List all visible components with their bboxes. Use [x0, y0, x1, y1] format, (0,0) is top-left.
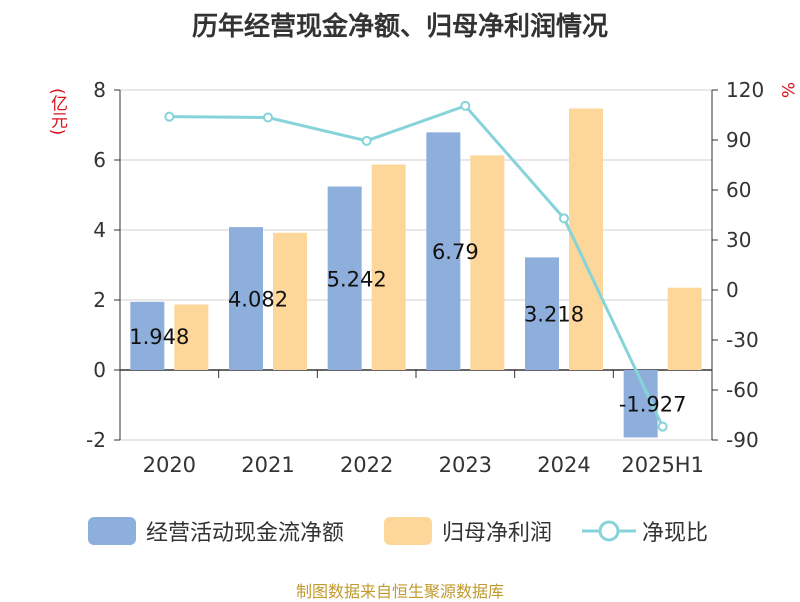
- ratio-line: [169, 104, 665, 428]
- category-label: 2021: [241, 453, 294, 477]
- data-label-operating-cash: 3.218: [524, 303, 584, 327]
- legend-item-net-profit[interactable]: 归母净利润: [384, 515, 552, 547]
- data-label-operating-cash: -1.927: [619, 393, 687, 417]
- right-axis-tick-label: 60: [726, 178, 751, 202]
- legend-item-operating-cash[interactable]: 经营活动现金流净额: [88, 515, 344, 547]
- category-label: 2022: [340, 453, 393, 477]
- chart-title: 历年经营现金净额、归母净利润情况: [191, 12, 608, 42]
- category-label: 2024: [537, 453, 590, 477]
- category-label: 2025H1: [621, 453, 704, 477]
- bar-net-profit: [667, 287, 702, 370]
- ratio-point: [263, 112, 273, 123]
- legend-line-marker-icon: [582, 520, 636, 542]
- ratio-point: [559, 213, 569, 224]
- legend-label-ratio: 净现比: [642, 521, 709, 546]
- legend-label-operating-cash: 经营活动现金流净额: [146, 521, 345, 546]
- left-axis-tick-label: 0: [93, 358, 106, 382]
- bar-operating-cash: [130, 301, 165, 370]
- right-axis-tick-label: 30: [726, 228, 751, 252]
- legend-swatch-net-profit: [384, 517, 432, 545]
- category-label: 2020: [143, 453, 196, 477]
- right-axis-tick-label: -60: [726, 378, 759, 402]
- data-label-operating-cash: 1.948: [129, 325, 189, 349]
- right-axis-tick-label: 90: [726, 128, 751, 152]
- bar-net-profit: [174, 304, 209, 370]
- left-axis-unit: (亿元): [47, 88, 67, 136]
- legend: 经营活动现金流净额 归母净利润 净现比: [0, 515, 800, 555]
- legend-swatch-operating-cash: [88, 517, 136, 545]
- left-axis-tick-label: 6: [93, 148, 106, 172]
- right-axis-tick-label: -30: [726, 328, 759, 352]
- bar-operating-cash: [525, 257, 559, 370]
- bar-net-profit: [470, 155, 505, 370]
- ratio-point: [361, 135, 372, 146]
- ratio-point: [164, 111, 175, 122]
- category-label: 2023: [439, 453, 492, 477]
- bar-net-profit: [273, 232, 307, 370]
- right-axis-tick-label: 0: [726, 278, 739, 302]
- data-label-operating-cash: 5.242: [327, 267, 387, 291]
- right-axis-tick-label: -90: [726, 428, 759, 452]
- ratio-point: [657, 421, 668, 432]
- left-axis-tick-label: 2: [93, 288, 106, 312]
- data-label-operating-cash: 4.082: [228, 288, 288, 312]
- bar-operating-cash: [229, 227, 263, 370]
- bar-net-profit: [371, 164, 406, 370]
- bar-operating-cash: [327, 186, 362, 370]
- left-axis-tick-label: 8: [93, 78, 106, 102]
- ratio-point: [460, 100, 471, 111]
- bar-operating-cash: [426, 132, 461, 370]
- legend-label-net-profit: 归母净利润: [442, 521, 553, 546]
- data-label-operating-cash: 6.79: [432, 240, 479, 264]
- left-axis-tick-label: 4: [93, 218, 106, 242]
- legend-item-ratio[interactable]: 净现比: [582, 515, 708, 547]
- right-axis-tick-label: 120: [726, 78, 764, 102]
- left-axis-tick-label: -2: [86, 428, 106, 452]
- source-footer: 制图数据来自恒生聚源数据库: [295, 582, 504, 601]
